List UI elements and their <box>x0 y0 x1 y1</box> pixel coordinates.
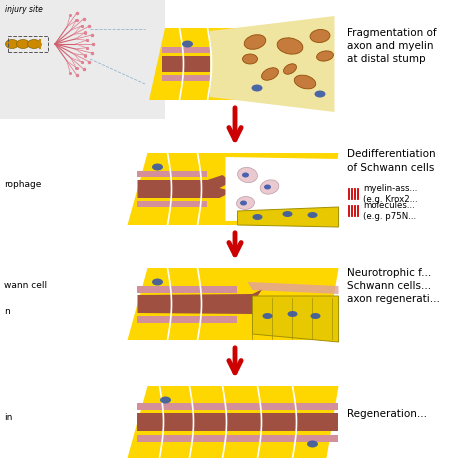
Polygon shape <box>137 316 237 322</box>
Ellipse shape <box>262 68 279 80</box>
Polygon shape <box>237 207 338 227</box>
Ellipse shape <box>260 180 279 194</box>
Ellipse shape <box>237 167 257 182</box>
Polygon shape <box>137 413 338 431</box>
Ellipse shape <box>315 91 326 98</box>
Text: wann cell: wann cell <box>4 282 47 291</box>
Ellipse shape <box>264 184 271 190</box>
Ellipse shape <box>243 54 257 64</box>
Ellipse shape <box>253 214 263 220</box>
Polygon shape <box>210 16 335 112</box>
Ellipse shape <box>294 75 316 89</box>
Ellipse shape <box>6 39 18 48</box>
Ellipse shape <box>252 84 263 91</box>
Polygon shape <box>137 175 228 198</box>
Polygon shape <box>128 153 338 225</box>
Ellipse shape <box>17 39 29 48</box>
Text: injury site: injury site <box>5 5 43 14</box>
Polygon shape <box>137 171 208 177</box>
Polygon shape <box>128 268 338 340</box>
Polygon shape <box>137 435 338 441</box>
Ellipse shape <box>240 201 247 206</box>
Polygon shape <box>163 47 210 53</box>
Text: Regeneration...: Regeneration... <box>347 409 427 419</box>
Polygon shape <box>163 75 210 81</box>
Polygon shape <box>247 282 338 294</box>
Ellipse shape <box>27 39 40 48</box>
Polygon shape <box>253 296 338 342</box>
Ellipse shape <box>182 40 193 47</box>
Ellipse shape <box>283 211 292 217</box>
Ellipse shape <box>237 197 255 210</box>
Ellipse shape <box>263 313 273 319</box>
Ellipse shape <box>152 164 163 171</box>
Ellipse shape <box>308 212 318 218</box>
Text: rophage: rophage <box>4 180 41 189</box>
Ellipse shape <box>310 29 330 43</box>
Polygon shape <box>226 157 338 221</box>
Text: Fragmentation of
axon and myelin
at distal stump: Fragmentation of axon and myelin at dist… <box>347 28 437 64</box>
Polygon shape <box>137 289 263 319</box>
Ellipse shape <box>317 51 333 61</box>
Ellipse shape <box>307 440 318 447</box>
FancyBboxPatch shape <box>0 0 165 119</box>
Text: myelin-ass...
(e.g. Krox2...: myelin-ass... (e.g. Krox2... <box>363 184 418 204</box>
Ellipse shape <box>160 396 171 403</box>
Text: n: n <box>4 308 10 317</box>
Text: Neurotrophic f...
Schwann cells...
axon regenerati...: Neurotrophic f... Schwann cells... axon … <box>347 268 440 304</box>
Text: Dedifferentiation
of Schwann cells: Dedifferentiation of Schwann cells <box>347 149 436 173</box>
Text: in: in <box>4 412 12 421</box>
Polygon shape <box>149 28 253 100</box>
Ellipse shape <box>277 38 303 54</box>
Polygon shape <box>163 56 210 72</box>
Ellipse shape <box>283 64 296 74</box>
Ellipse shape <box>242 173 249 177</box>
Text: molecules...
(e.g. p75N...: molecules... (e.g. p75N... <box>363 201 416 221</box>
Polygon shape <box>128 386 338 458</box>
Ellipse shape <box>310 313 320 319</box>
Polygon shape <box>137 285 237 292</box>
Polygon shape <box>137 402 338 410</box>
Ellipse shape <box>244 35 266 49</box>
Ellipse shape <box>288 311 298 317</box>
Polygon shape <box>137 201 208 207</box>
Ellipse shape <box>152 279 163 285</box>
